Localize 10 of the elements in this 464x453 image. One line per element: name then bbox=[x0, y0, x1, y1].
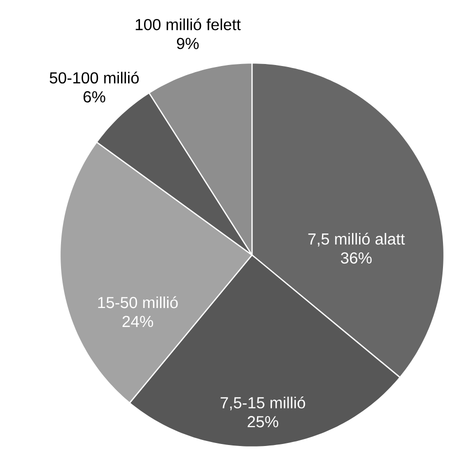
data-label: 24% bbox=[122, 316, 154, 328]
slice-label: 7,5-15 millió bbox=[220, 396, 306, 410]
slice-label: 15-50 millió bbox=[98, 296, 178, 308]
data-label: 9% bbox=[176, 38, 199, 50]
data-label: 36% bbox=[340, 252, 372, 264]
data-label: 25% bbox=[248, 416, 278, 428]
slice-label: 50-100 millió bbox=[50, 72, 139, 84]
data-label: 6% bbox=[84, 91, 106, 102]
slice-label: 7,5 millió alatt bbox=[308, 232, 405, 247]
slice-label: 100 millió felett bbox=[136, 18, 241, 30]
